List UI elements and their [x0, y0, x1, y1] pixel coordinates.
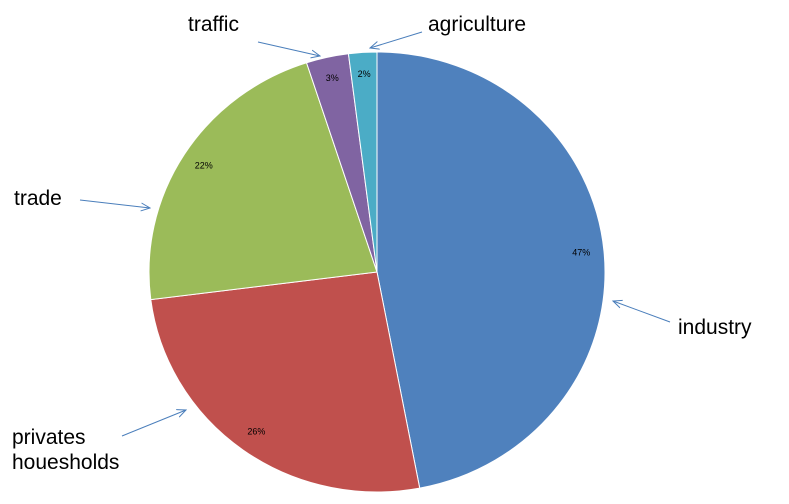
arrow: [121, 410, 186, 437]
value-label: 26%: [247, 427, 265, 437]
arrow: [79, 199, 150, 208]
value-label: 3%: [326, 73, 339, 83]
pie-slice: [148, 62, 378, 301]
value-label: 22%: [195, 160, 213, 170]
arrows: [79, 31, 671, 437]
arrow: [257, 41, 320, 56]
category-label: industry: [678, 316, 752, 339]
category-label: privates houesholds: [12, 426, 120, 474]
category-label: trade: [14, 187, 62, 210]
value-label: 2%: [358, 69, 371, 79]
pie-slice: [376, 51, 606, 489]
category-label: agriculture: [428, 13, 527, 36]
category-label: traffic: [188, 13, 239, 36]
pie-slice: [150, 271, 421, 493]
arrow: [370, 31, 423, 48]
arrow: [613, 301, 671, 323]
value-label: 47%: [572, 248, 590, 258]
pie-slice: [347, 51, 378, 273]
